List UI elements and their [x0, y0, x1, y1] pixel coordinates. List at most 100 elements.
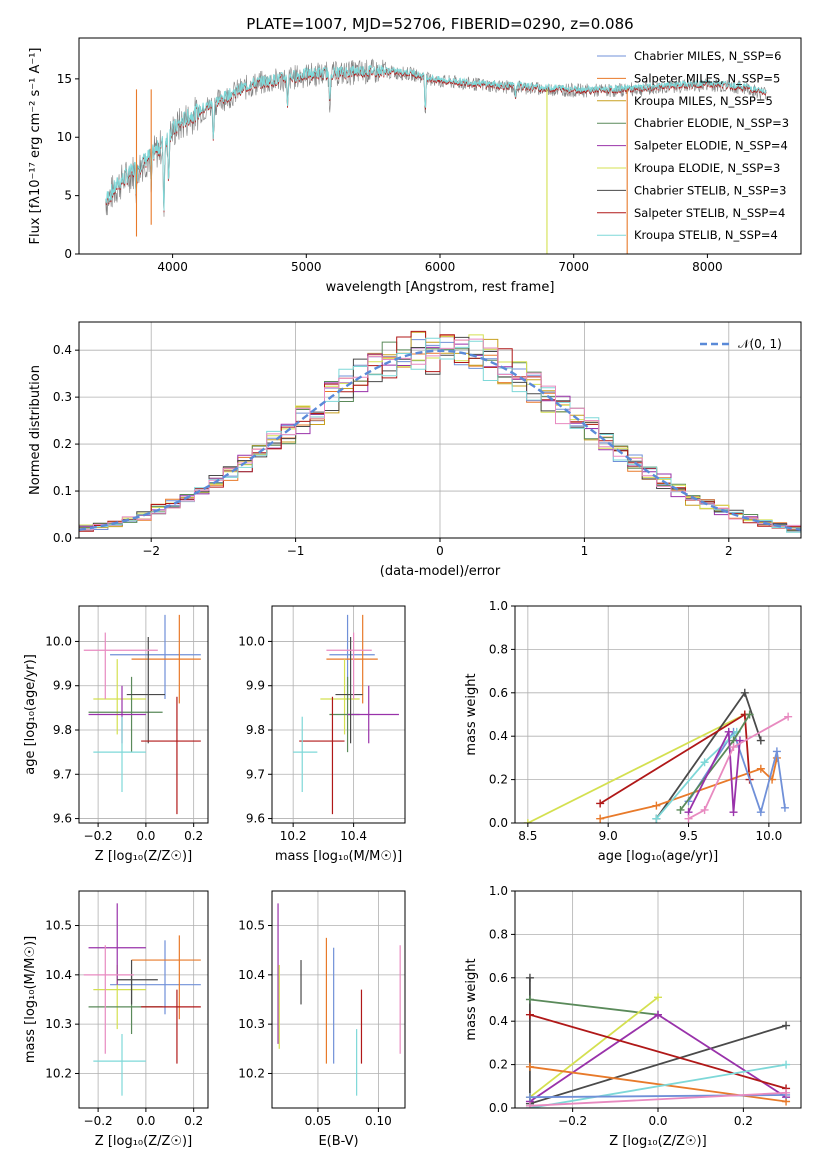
- plot-area-mass_vs_Z: [83, 903, 201, 1096]
- weight-line-pink: [688, 715, 789, 820]
- x-axis-label: E(B-V): [318, 1134, 358, 1149]
- y-tick-label: 9.8: [53, 723, 72, 737]
- y-tick-label: 0.3: [53, 390, 72, 404]
- weight-marker: [654, 993, 662, 1002]
- legend-label: Chabrier ELODIE, N_SSP=3: [634, 116, 789, 130]
- y-axis-label: age [log₁₀(age/yr)]: [23, 654, 38, 775]
- y-tick-label: 0.6: [489, 971, 508, 985]
- legend: Chabrier MILES, N_SSP=6 Salpeter MILES, N…: [597, 49, 789, 242]
- x-tick-label: 0.2: [184, 829, 203, 843]
- weight-marker: [782, 1060, 791, 1069]
- weight-marker: [724, 727, 733, 736]
- y-tick-label: 9.8: [246, 723, 265, 737]
- weight-line-chabrier_elodie: [529, 998, 659, 1016]
- y-axis-label: mass weight: [464, 673, 479, 755]
- weight-marker: [652, 814, 661, 823]
- x-tick-label: 6000: [425, 260, 456, 274]
- weight-marker: [784, 712, 793, 721]
- figure-title: PLATE=1007, MJD=52706, FIBERID=0290, z=0…: [246, 15, 633, 33]
- x-tick-label: −0.2: [84, 829, 113, 843]
- plot-area-residual_histogram: [79, 330, 801, 533]
- y-tick-label: 0.2: [489, 1058, 508, 1072]
- weight-marker: [525, 995, 534, 1004]
- y-tick-label: 0.1: [53, 484, 72, 498]
- x-tick-label: 8000: [692, 260, 723, 274]
- y-tick-label: 0.8: [489, 642, 508, 656]
- y-tick-label: 0.8: [489, 927, 508, 941]
- x-tick-label: 10.0: [756, 829, 783, 843]
- weight-marker: [700, 758, 709, 767]
- y-tick-label: 0.2: [53, 437, 72, 451]
- weight-marker: [780, 803, 789, 812]
- weight-marker: [525, 1101, 534, 1108]
- x-axis-label: Z [log₁₀(Z/Z☉)]: [95, 849, 192, 864]
- axes-frame: [514, 605, 802, 824]
- y-tick-label: 10.0: [45, 634, 72, 648]
- legend-label: Kroupa ELODIE, N_SSP=3: [634, 161, 780, 175]
- x-axis-label: wavelength [Angstrom, rest frame]: [326, 280, 555, 295]
- x-tick-label: 4000: [157, 260, 188, 274]
- y-axis-label: Flux [fλ10⁻¹⁷ erg cm⁻² s⁻¹ A⁻¹]: [28, 48, 43, 245]
- weight-marker: [525, 1010, 534, 1019]
- y-tick-label: 10.0: [238, 634, 265, 648]
- y-tick-label: 9.9: [53, 679, 72, 693]
- y-tick-label: 9.7: [246, 767, 265, 781]
- gaussian-curve: [79, 349, 801, 531]
- weight-marker: [729, 743, 738, 752]
- x-tick-label: 0.10: [365, 1114, 392, 1128]
- spectrum-model-line-kroupa-stelib: [105, 64, 767, 211]
- x-tick-label: 1: [581, 544, 589, 558]
- x-tick-label: 2: [725, 544, 733, 558]
- y-axis-label: mass [log₁₀(M/M☉)]: [23, 936, 38, 1063]
- y-tick-label: 10.3: [238, 1017, 265, 1031]
- x-tick-label: 0.2: [184, 1114, 203, 1128]
- weight-line-kroupa_elodie: [527, 713, 746, 823]
- y-tick-label: 9.9: [246, 679, 265, 693]
- x-tick-label: −0.2: [558, 1114, 587, 1128]
- y-tick-label: 15: [57, 72, 72, 86]
- y-tick-label: 9.6: [53, 812, 72, 826]
- x-axis-label: (data-model)/error: [380, 564, 501, 579]
- panel-mass_vs_Z: −0.2 0.0 0.2 10.2 10.3 10.4 10.5 Z [log₁₀(Z/Z☉)…: [23, 890, 209, 1149]
- x-axis-label: age [log₁₀(age/yr)]: [598, 849, 719, 864]
- plot-area-mass_vs_ebv: [277, 903, 401, 1096]
- y-tick-label: 0.4: [489, 1014, 508, 1028]
- weight-marker: [676, 805, 685, 814]
- y-tick-label: 10.2: [45, 1066, 72, 1080]
- panel-mass_vs_ebv: 0.05 0.10 10.2 10.3 10.4 10.5 E(B-V): [238, 890, 406, 1149]
- y-tick-label: 10: [57, 130, 72, 144]
- x-tick-label: −2: [142, 544, 160, 558]
- y-axis-label: mass weight: [464, 958, 479, 1040]
- plot-area-age_vs_mass: [293, 614, 399, 815]
- x-tick-label: −1: [287, 544, 305, 558]
- x-tick-label: 0.2: [734, 1114, 753, 1128]
- panel-massweight_vs_age: 8.5 9.0 9.5 10.0 0.0 0.2 0.4 0.6 0.8 1.0 age [log₁…: [464, 599, 802, 864]
- plot-area-massweight_vs_Z: [525, 973, 791, 1108]
- x-tick-label: 9.5: [679, 829, 698, 843]
- x-tick-label: 10.2: [280, 829, 307, 843]
- legend-label: Kroupa MILES, N_SSP=5: [634, 94, 773, 108]
- weight-marker: [654, 1010, 662, 1019]
- y-axis-label: Normed distribution: [28, 365, 43, 495]
- axes-frame: [78, 890, 209, 1109]
- y-tick-label: 9.6: [246, 812, 265, 826]
- x-tick-label: 0.0: [136, 1114, 155, 1128]
- y-tick-label: 9.7: [53, 767, 72, 781]
- weight-marker: [700, 805, 709, 814]
- weight-marker: [772, 747, 781, 756]
- axes-frame: [271, 605, 406, 824]
- weight-marker: [782, 1088, 791, 1097]
- legend-label: Chabrier MILES, N_SSP=6: [634, 49, 781, 63]
- weight-marker: [756, 808, 765, 817]
- x-tick-label: 9.0: [599, 829, 618, 843]
- x-tick-label: 0: [436, 544, 444, 558]
- panel-massweight_vs_Z: −0.2 0.0 0.2 0.0 0.2 0.4 0.6 0.8 1.0 Z [log₁₀(Z/Z…: [464, 884, 802, 1149]
- weight-marker: [525, 1093, 534, 1102]
- x-tick-label: −0.2: [84, 1114, 113, 1128]
- weight-line-kroupa_stelib: [529, 1063, 787, 1108]
- y-tick-label: 0.6: [489, 686, 508, 700]
- y-tick-label: 10.4: [238, 968, 265, 982]
- y-tick-label: 0.0: [489, 1101, 508, 1115]
- spectrum-data-line: [105, 58, 767, 217]
